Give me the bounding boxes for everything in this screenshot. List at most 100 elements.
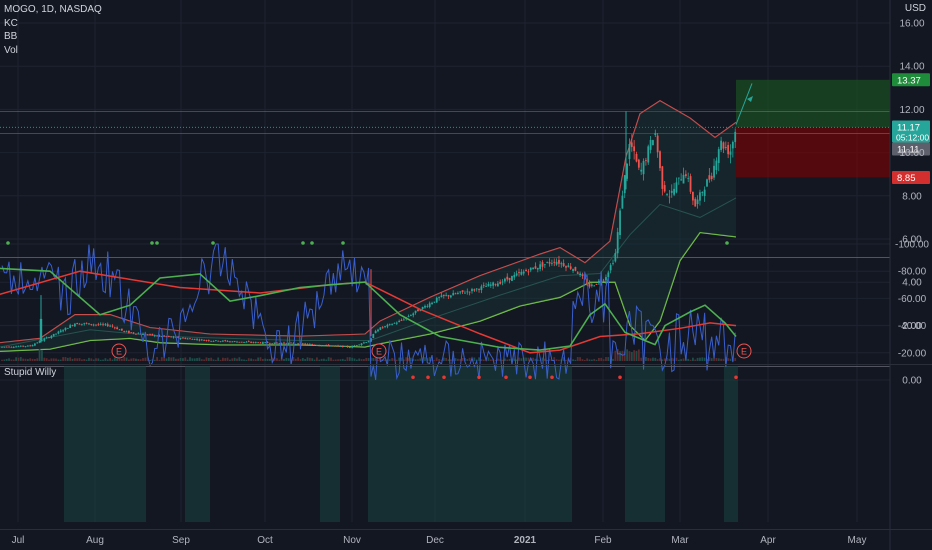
volume-bar <box>445 358 448 361</box>
candle-body <box>184 338 187 339</box>
indicator-vol-label[interactable]: Vol <box>4 44 18 56</box>
candle-body <box>652 140 654 146</box>
volume-bar <box>52 358 55 361</box>
volume-bar <box>210 357 213 361</box>
candle-body <box>605 277 607 281</box>
candle-body <box>203 340 205 341</box>
volume-bar <box>541 357 544 361</box>
earnings-marker <box>371 343 387 359</box>
candle-body <box>459 291 462 293</box>
volume-bar <box>659 358 661 361</box>
volume-bar <box>41 350 43 361</box>
candle-body <box>612 262 614 264</box>
candle-body <box>619 210 621 236</box>
indicator-bb-label[interactable]: BB <box>4 31 18 42</box>
candle-body <box>722 142 725 149</box>
volume-bar <box>287 358 290 361</box>
volume-bar <box>12 359 15 361</box>
oscillator-legend[interactable]: Stupid Willy <box>4 367 57 378</box>
volume-bar <box>579 357 581 361</box>
volume-bar <box>377 359 379 361</box>
candle-body <box>419 310 422 312</box>
overbought-signal-dot <box>528 375 532 380</box>
volume-bar <box>179 357 182 361</box>
volume-bar <box>88 357 90 361</box>
candle-body <box>402 319 405 321</box>
currency-label: USD <box>904 3 926 14</box>
candle-body <box>170 336 173 338</box>
volume-bar <box>499 359 502 361</box>
candle-body <box>304 343 307 345</box>
candle-body <box>640 169 643 172</box>
candle-body <box>522 271 525 274</box>
volume-bar <box>487 357 490 361</box>
volume-bar <box>327 357 330 361</box>
candle-body <box>720 140 722 150</box>
volume-bar <box>158 359 161 361</box>
stop-zone <box>736 127 890 178</box>
price-tick-label: 2.00 <box>902 321 922 332</box>
candle-body <box>412 313 415 316</box>
candle-body <box>447 295 450 297</box>
volume-bar <box>626 349 628 361</box>
volume-bar <box>269 358 271 361</box>
volume-bar <box>424 357 426 361</box>
candle-body <box>118 329 121 331</box>
volume-bar <box>449 359 452 361</box>
candle-body <box>156 335 158 337</box>
candle-body <box>351 345 354 348</box>
candle-body <box>435 297 438 303</box>
candle-body <box>492 282 495 286</box>
candle-body <box>39 318 43 341</box>
candle-body <box>123 331 126 332</box>
volume-bar <box>31 358 34 361</box>
volume-bar <box>400 357 403 361</box>
volume-bar <box>266 358 269 361</box>
candle-body <box>590 284 593 286</box>
candle-body <box>628 143 631 160</box>
candle-body <box>560 263 563 265</box>
volume-bar <box>214 359 217 361</box>
time-tick-label: Mar <box>671 535 689 546</box>
volume-bar <box>590 359 593 361</box>
volume-bar <box>311 358 314 361</box>
candle-body <box>158 335 161 337</box>
candle-body <box>574 267 577 271</box>
candle-body <box>271 343 274 345</box>
price-tick-label: 8.00 <box>902 191 922 202</box>
candle-body <box>388 323 391 325</box>
price-tag-countdown: 05:12:00 <box>896 133 929 143</box>
volume-bar <box>539 359 542 361</box>
volume-bar <box>466 359 469 361</box>
volume-bar <box>316 357 318 361</box>
volume-bar <box>167 357 170 361</box>
volume-bar <box>433 359 436 361</box>
symbol-label[interactable]: MOGO, 1D, NASDAQ <box>4 4 102 15</box>
volume-bar <box>177 358 180 361</box>
candle-body <box>400 320 403 321</box>
volume-bar <box>654 357 657 361</box>
candle-body <box>642 160 645 175</box>
volume-bar <box>339 359 342 361</box>
candle-body <box>318 345 321 347</box>
candle-body <box>452 293 455 296</box>
volume-bar <box>113 357 116 361</box>
oscillator-zone <box>724 366 738 522</box>
candle-body <box>64 327 67 330</box>
volume-bar <box>83 359 86 361</box>
volume-bar <box>553 357 556 361</box>
candle-body <box>367 341 370 343</box>
indicator-kc-label[interactable]: KC <box>4 17 18 29</box>
volume-bar <box>412 358 415 361</box>
candle-body <box>66 327 69 329</box>
volume-bar <box>699 357 701 361</box>
candle-body <box>391 324 393 326</box>
volume-bar <box>435 357 438 361</box>
candle-body <box>71 325 74 327</box>
volume-bar <box>600 357 603 361</box>
candle-body <box>8 346 10 348</box>
candle-body <box>633 146 636 152</box>
volume-bar <box>92 359 95 361</box>
volume-bar <box>367 358 370 361</box>
